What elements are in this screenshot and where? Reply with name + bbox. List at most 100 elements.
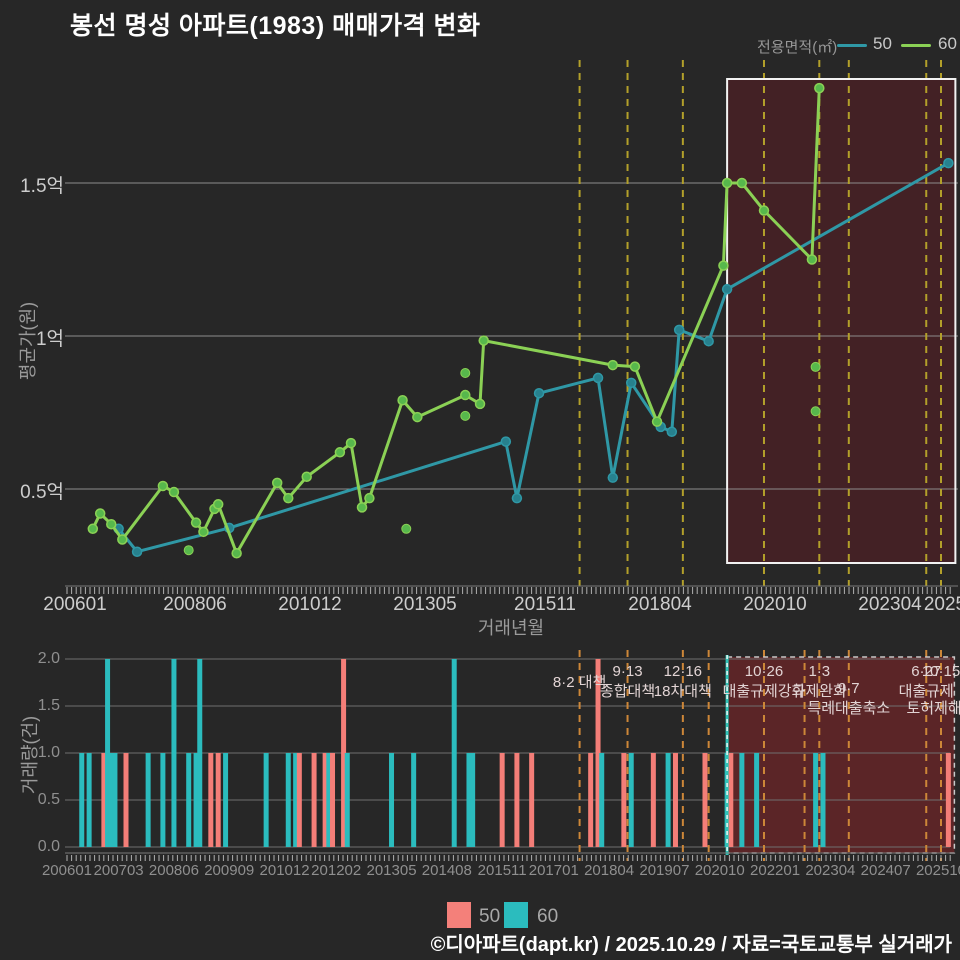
series-marker-60[interactable] <box>365 494 374 503</box>
series-marker-60[interactable] <box>461 391 470 400</box>
series-marker-60[interactable] <box>358 503 367 512</box>
series-marker-60[interactable] <box>346 439 355 448</box>
series-marker-60[interactable] <box>807 255 816 264</box>
volume-bar-60[interactable] <box>345 753 350 847</box>
series-line-60[interactable] <box>93 88 820 553</box>
volume-bar-60[interactable] <box>264 753 269 847</box>
series-marker-60[interactable] <box>273 478 282 487</box>
top-x-tick-label: 200806 <box>163 594 226 616</box>
volume-bar-50[interactable] <box>124 753 129 847</box>
series-marker-60[interactable] <box>88 524 97 533</box>
volume-bar-60[interactable] <box>79 753 84 847</box>
volume-bar-50[interactable] <box>216 753 221 847</box>
volume-bar-60[interactable] <box>286 753 291 847</box>
series-marker-50[interactable] <box>512 494 521 503</box>
volume-bar-60[interactable] <box>160 753 165 847</box>
volume-bar-60[interactable] <box>470 753 475 847</box>
series-marker-50[interactable] <box>594 373 603 382</box>
volume-bar-50[interactable] <box>673 753 678 847</box>
volume-bar-60[interactable] <box>452 659 457 847</box>
series-marker-60[interactable] <box>214 500 223 509</box>
legend-item-50[interactable]: 50 <box>873 34 892 54</box>
volume-bar-50[interactable] <box>621 753 626 847</box>
series-marker-60[interactable] <box>719 261 728 270</box>
series-marker-50[interactable] <box>723 285 732 294</box>
volume-bar-60[interactable] <box>813 753 818 847</box>
scatter-point-60[interactable] <box>184 546 193 555</box>
series-marker-60[interactable] <box>815 84 824 93</box>
volume-bar-60[interactable] <box>820 753 825 847</box>
volume-bar-50[interactable] <box>651 753 656 847</box>
volume-bar-60[interactable] <box>223 753 228 847</box>
series-marker-60[interactable] <box>232 549 241 558</box>
series-marker-50[interactable] <box>133 547 142 556</box>
series-marker-60[interactable] <box>630 362 639 371</box>
volume-bar-60[interactable] <box>739 753 744 847</box>
volume-bar-50[interactable] <box>208 753 213 847</box>
bottom-legend-60-swatch[interactable] <box>504 902 528 928</box>
series-marker-60[interactable] <box>192 518 201 527</box>
volume-bar-50[interactable] <box>330 753 335 847</box>
volume-bar-60[interactable] <box>186 753 191 847</box>
scatter-point-60[interactable] <box>461 369 470 378</box>
legend-line-50-icon[interactable] <box>837 44 867 47</box>
series-marker-60[interactable] <box>335 448 344 457</box>
bottom-legend-60-label[interactable]: 60 <box>537 906 558 928</box>
volume-bar-50[interactable] <box>529 753 534 847</box>
legend-item-60[interactable]: 60 <box>938 34 957 54</box>
series-marker-50[interactable] <box>608 473 617 482</box>
series-marker-50[interactable] <box>535 389 544 398</box>
bottom-x-tick-label: 202010 <box>695 862 745 879</box>
series-marker-60[interactable] <box>107 520 116 529</box>
volume-bar-50[interactable] <box>500 753 505 847</box>
volume-bar-60[interactable] <box>171 659 176 847</box>
volume-bar-50[interactable] <box>312 753 317 847</box>
series-marker-60[interactable] <box>723 179 732 188</box>
scatter-point-60[interactable] <box>461 411 470 420</box>
volume-bar-60[interactable] <box>754 753 759 847</box>
series-marker-50[interactable] <box>944 159 953 168</box>
series-marker-60[interactable] <box>737 179 746 188</box>
series-marker-60[interactable] <box>608 361 617 370</box>
volume-bar-60[interactable] <box>87 753 92 847</box>
series-marker-60[interactable] <box>476 399 485 408</box>
top-x-tick-label: 201804 <box>628 594 691 616</box>
volume-bar-60[interactable] <box>666 753 671 847</box>
series-marker-50[interactable] <box>501 437 510 446</box>
series-marker-60[interactable] <box>413 413 422 422</box>
series-marker-60[interactable] <box>284 494 293 503</box>
scatter-point-60[interactable] <box>811 362 820 371</box>
series-marker-60[interactable] <box>302 472 311 481</box>
bottom-legend-50-label[interactable]: 50 <box>479 906 500 928</box>
volume-bar-60[interactable] <box>629 753 634 847</box>
volume-bar-60[interactable] <box>599 753 604 847</box>
series-marker-50[interactable] <box>704 337 713 346</box>
legend-line-60-icon[interactable] <box>901 44 931 47</box>
volume-bar-50[interactable] <box>946 753 951 847</box>
series-marker-60[interactable] <box>759 206 768 215</box>
series-marker-60[interactable] <box>398 396 407 405</box>
volume-bar-60[interactable] <box>411 753 416 847</box>
series-marker-60[interactable] <box>479 336 488 345</box>
volume-bar-50[interactable] <box>514 753 519 847</box>
series-marker-50[interactable] <box>675 325 684 334</box>
volume-bar-60[interactable] <box>197 659 202 847</box>
volume-bar-50[interactable] <box>728 753 733 847</box>
volume-bar-60[interactable] <box>112 753 117 847</box>
volume-bar-50[interactable] <box>297 753 302 847</box>
bottom-legend-50-swatch[interactable] <box>447 902 471 928</box>
series-marker-60[interactable] <box>653 417 662 426</box>
series-marker-60[interactable] <box>96 509 105 518</box>
series-marker-60[interactable] <box>118 535 127 544</box>
volume-bar-60[interactable] <box>389 753 394 847</box>
volume-bar-60[interactable] <box>146 753 151 847</box>
series-marker-60[interactable] <box>158 481 167 490</box>
series-marker-50[interactable] <box>627 378 636 387</box>
series-marker-60[interactable] <box>199 527 208 536</box>
volume-bar-50[interactable] <box>702 753 707 847</box>
volume-bar-50[interactable] <box>588 753 593 847</box>
scatter-point-60[interactable] <box>811 407 820 416</box>
scatter-point-60[interactable] <box>402 524 411 533</box>
series-marker-60[interactable] <box>169 488 178 497</box>
series-marker-50[interactable] <box>667 427 676 436</box>
